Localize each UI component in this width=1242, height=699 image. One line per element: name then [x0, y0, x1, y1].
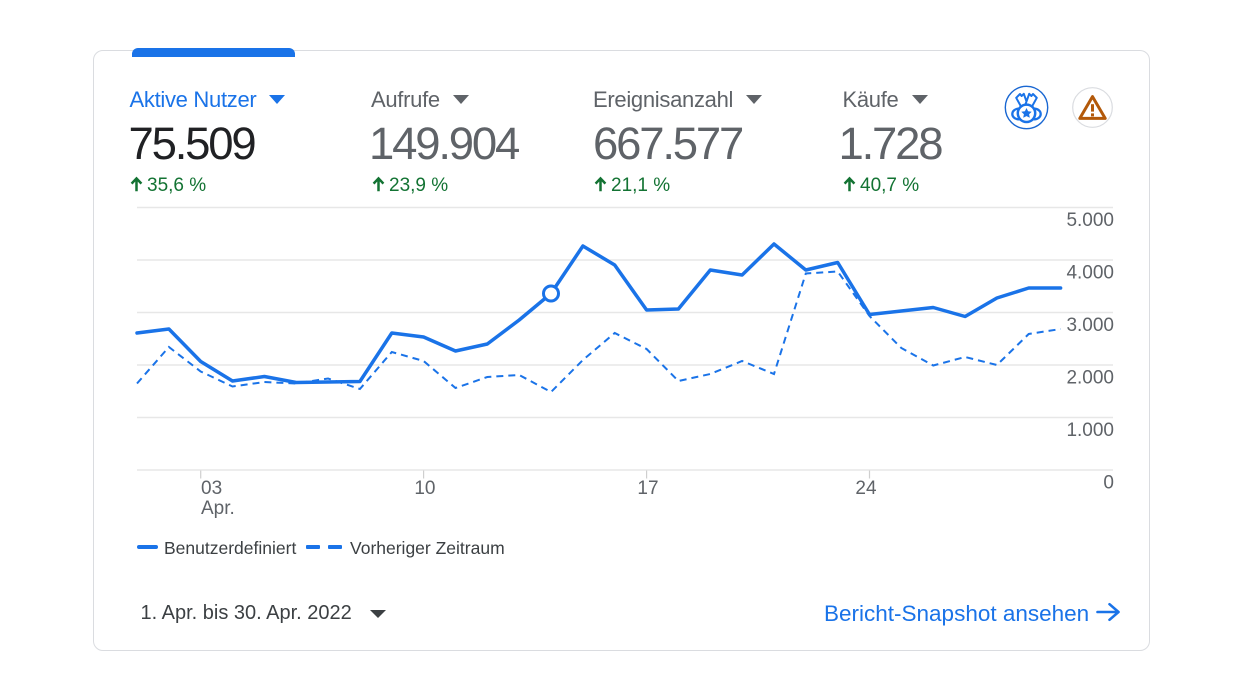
- svg-text:17: 17: [637, 478, 658, 499]
- svg-text:2.000: 2.000: [1066, 367, 1114, 388]
- svg-text:0: 0: [1103, 472, 1114, 493]
- svg-text:4.000: 4.000: [1066, 262, 1114, 283]
- svg-text:5.000: 5.000: [1066, 210, 1114, 231]
- svg-text:10: 10: [414, 478, 435, 499]
- svg-text:Apr.: Apr.: [201, 498, 235, 519]
- svg-text:1.000: 1.000: [1066, 420, 1114, 441]
- svg-text:24: 24: [855, 478, 877, 499]
- svg-text:03: 03: [201, 478, 222, 499]
- svg-text:3.000: 3.000: [1066, 315, 1114, 336]
